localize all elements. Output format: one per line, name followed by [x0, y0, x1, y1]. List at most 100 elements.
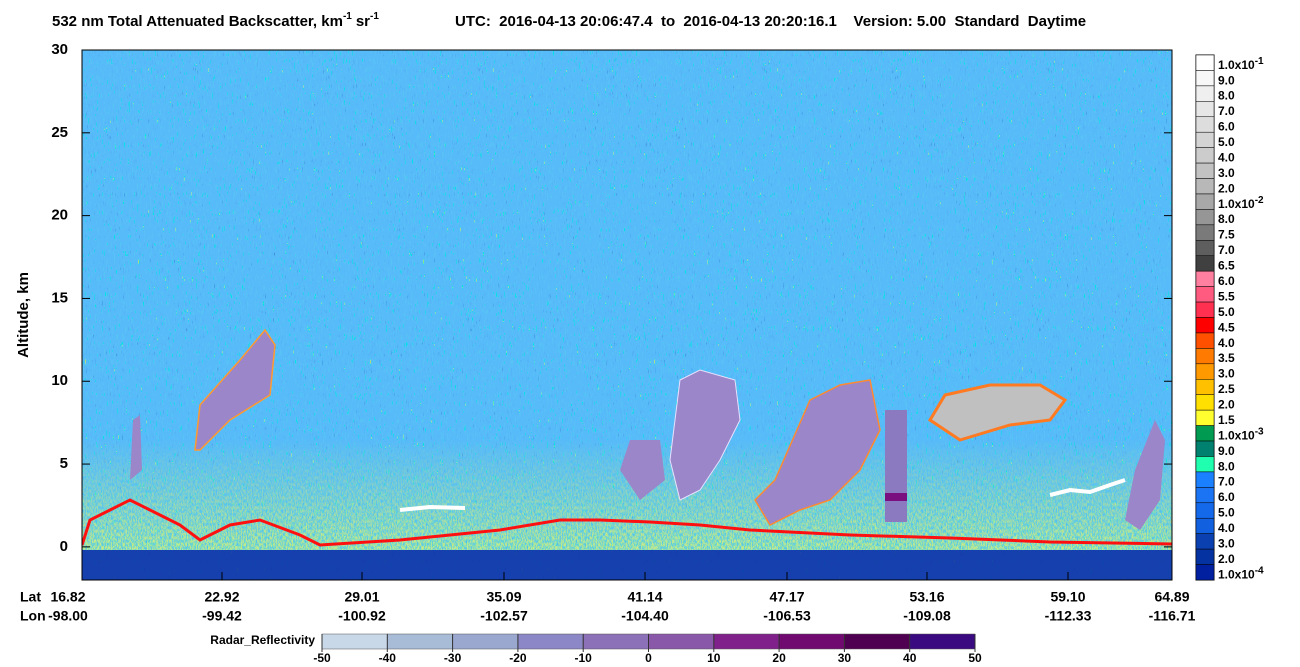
cloud-core — [885, 493, 907, 501]
radar-color-swatch — [517, 633, 584, 650]
color-swatch — [1195, 101, 1215, 118]
radar-tick-label: 40 — [903, 651, 917, 665]
colorbar-label-text: 6.5 — [1218, 259, 1235, 273]
colorbar-label-exp: -4 — [1255, 565, 1264, 576]
title-unit: sr — [356, 13, 370, 30]
y-tick-label: 5 — [60, 455, 68, 472]
colorbar-label-text: 2.0 — [1218, 552, 1235, 566]
color-swatch — [1195, 240, 1215, 256]
chart-subtitle: UTC: 2016-04-13 20:06:47.4 to 2016-04-13… — [455, 13, 1086, 30]
colorbar-label-exp: -3 — [1255, 426, 1264, 437]
colorbar-label-text: 9.0 — [1218, 444, 1235, 458]
color-swatch — [1195, 301, 1215, 318]
colorbar-label: 5.0 — [1218, 506, 1235, 520]
colorbar-label: 3.0 — [1218, 367, 1235, 381]
x-row-label: Lon — [20, 608, 46, 624]
colorbar-label: 2.5 — [1218, 382, 1235, 396]
color-swatch — [1195, 394, 1215, 411]
lat-label: 22.92 — [204, 589, 239, 605]
colorbar-label: 5.5 — [1218, 290, 1235, 304]
colorbar-label-text: 2.0 — [1218, 398, 1235, 412]
colorbar-label: 3.0 — [1218, 537, 1235, 551]
lat-label: 41.14 — [627, 589, 662, 605]
color-swatch — [1195, 379, 1215, 395]
color-swatch — [1195, 348, 1215, 365]
radar-color-swatch — [778, 633, 845, 650]
colorbar-label-text: 4.5 — [1218, 320, 1235, 334]
color-swatch — [1195, 224, 1215, 241]
colorbar-label: 1.5 — [1218, 413, 1235, 427]
colorbar-label-text: 6.0 — [1218, 120, 1235, 134]
curtain — [82, 50, 1172, 580]
colorbar-label-text: 3.0 — [1218, 166, 1235, 180]
colorbar-label: 6.0 — [1218, 274, 1235, 288]
colorbar-label-text: 8.0 — [1218, 89, 1235, 103]
radar-tick-label: -50 — [313, 651, 331, 665]
x-row-label: Lat — [20, 589, 41, 605]
colorbar-label-text: 3.5 — [1218, 351, 1235, 365]
colorbar-label: 6.0 — [1218, 120, 1235, 134]
color-swatch — [1195, 440, 1215, 457]
radar-tick-label: -40 — [379, 651, 397, 665]
colorbar-label: 7.0 — [1218, 104, 1235, 118]
low-cloud — [1049, 478, 1126, 497]
subsurface — [82, 550, 1172, 580]
radar-tick-label: -10 — [575, 651, 593, 665]
lat-label: 35.09 — [486, 589, 521, 605]
color-swatch — [1195, 162, 1215, 179]
radar-color-swatch — [713, 633, 780, 650]
colorbar-label: 8.0 — [1218, 89, 1235, 103]
cloud — [885, 410, 907, 522]
radar-tick-label: -30 — [444, 651, 462, 665]
lon-label: -98.00 — [48, 608, 88, 624]
lon-label: -109.08 — [903, 608, 951, 624]
radar-color-swatch — [909, 633, 976, 650]
radar-colorbar-label: Radar_Reflectivity — [210, 633, 315, 647]
colorbar-label-text: 4.0 — [1218, 336, 1235, 350]
colorbar-label-text: 4.0 — [1218, 151, 1235, 165]
colorbar-label-text: 1.0x10 — [1218, 58, 1255, 72]
colorbar-label-text: 6.0 — [1218, 490, 1235, 504]
colorbar-label-exp: -1 — [1255, 55, 1264, 66]
lon-label: -100.92 — [338, 608, 386, 624]
colorbar-label-text: 3.0 — [1218, 367, 1235, 381]
lon-label: -99.42 — [202, 608, 242, 624]
colorbar-label: 6.5 — [1218, 259, 1235, 273]
colorbar-label: 3.5 — [1218, 351, 1235, 365]
lat-label: 64.89 — [1154, 589, 1189, 605]
lon-label: -104.40 — [621, 608, 669, 624]
color-swatch — [1195, 178, 1215, 195]
radar-color-swatch — [582, 633, 649, 650]
colorbar-label-text: 5.5 — [1218, 290, 1235, 304]
radar-tick-label: 0 — [645, 651, 652, 665]
colorbar-label: 2.0 — [1218, 552, 1235, 566]
colorbar-label-text: 3.0 — [1218, 537, 1235, 551]
colorbar-label: 3.0 — [1218, 166, 1235, 180]
lat-label: 29.01 — [344, 589, 379, 605]
cloud — [669, 369, 741, 501]
colorbar-label: 2.0 — [1218, 398, 1235, 412]
colorbar-label-text: 9.0 — [1218, 73, 1235, 87]
color-swatch — [1195, 193, 1215, 210]
colorbar-label: 8.0 — [1218, 459, 1235, 473]
color-swatch — [1195, 363, 1215, 380]
colorbar-label: 6.0 — [1218, 490, 1235, 504]
colorbar-label: 4.5 — [1218, 320, 1235, 334]
color-swatch — [1195, 116, 1215, 133]
colorbar-label-text: 4.0 — [1218, 521, 1235, 535]
y-tick-label: 20 — [51, 207, 68, 224]
colorbar-label: 5.0 — [1218, 135, 1235, 149]
colorbar-label: 8.0 — [1218, 212, 1235, 226]
colorbar-label-text: 7.0 — [1218, 243, 1235, 257]
color-swatch — [1195, 471, 1215, 488]
cloud — [620, 440, 665, 500]
surface-return — [82, 498, 1172, 547]
colorbar-label-exp: -2 — [1255, 194, 1264, 205]
color-swatch — [1195, 533, 1215, 550]
color-swatch — [1195, 209, 1215, 226]
cloud — [1125, 420, 1165, 530]
colorbar-label-text: 2.5 — [1218, 382, 1235, 396]
colorbar-label: 4.0 — [1218, 151, 1235, 165]
